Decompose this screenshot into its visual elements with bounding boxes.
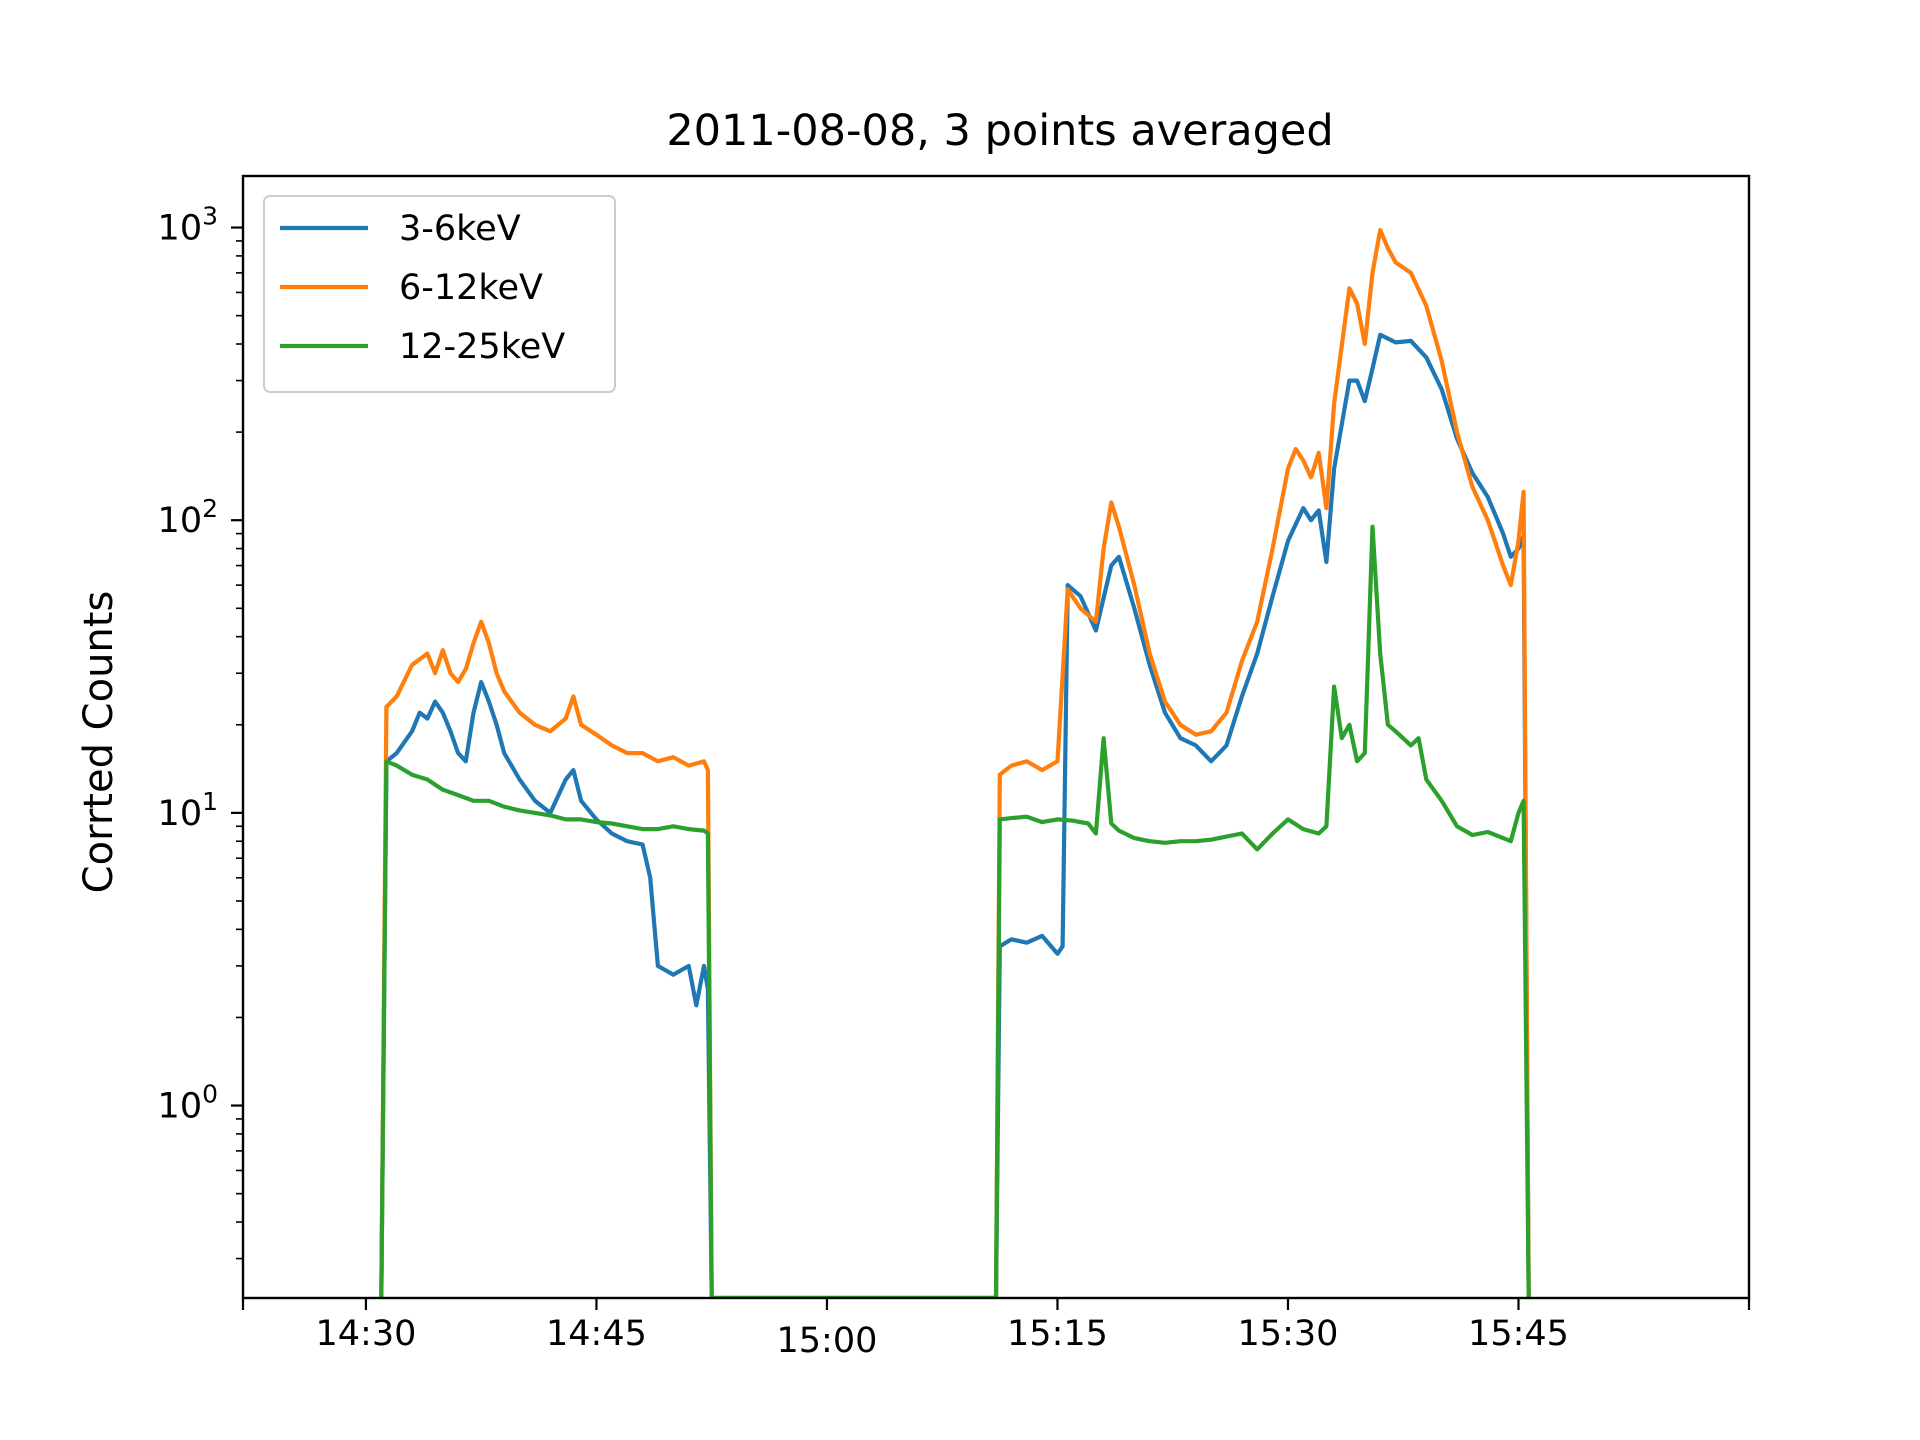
y-tick-label: 101 xyxy=(158,787,218,834)
y-tick-label: 100 xyxy=(158,1080,218,1127)
legend-label-3: 12-25keV xyxy=(399,327,565,367)
legend: 3-6keV 6-12keV 12-25keV xyxy=(263,195,616,393)
series-layer xyxy=(379,228,1531,1298)
plot-area-frame xyxy=(241,174,1751,1300)
y-tick-label: 103 xyxy=(158,202,218,249)
series-line-3 xyxy=(379,524,1531,1298)
chart-title: 2011-08-08, 3 points averaged xyxy=(666,106,1333,156)
legend-box xyxy=(263,195,616,393)
y-axis-ticks: 100 101 102 103 xyxy=(158,202,243,1260)
series-line-2 xyxy=(379,228,1531,1298)
x-tick-label: 15:00 xyxy=(777,1321,878,1361)
x-tick-label: 15:15 xyxy=(1007,1314,1108,1354)
x-tick-label: 14:30 xyxy=(316,1314,417,1354)
series-line-1 xyxy=(379,332,1531,1298)
x-tick-label: 15:30 xyxy=(1238,1314,1339,1354)
legend-label-2: 6-12keV xyxy=(399,268,543,308)
y-axis-label: Corrted Counts xyxy=(76,591,122,894)
x-tick-label: 14:45 xyxy=(546,1314,647,1354)
legend-label-1: 3-6keV xyxy=(399,209,521,249)
x-tick-label: 15:45 xyxy=(1468,1314,1569,1354)
y-tick-label: 102 xyxy=(158,494,218,541)
x-axis-ticks: 14:30 14:45 15:00 15:15 15:30 15:45 xyxy=(241,1298,1751,1361)
